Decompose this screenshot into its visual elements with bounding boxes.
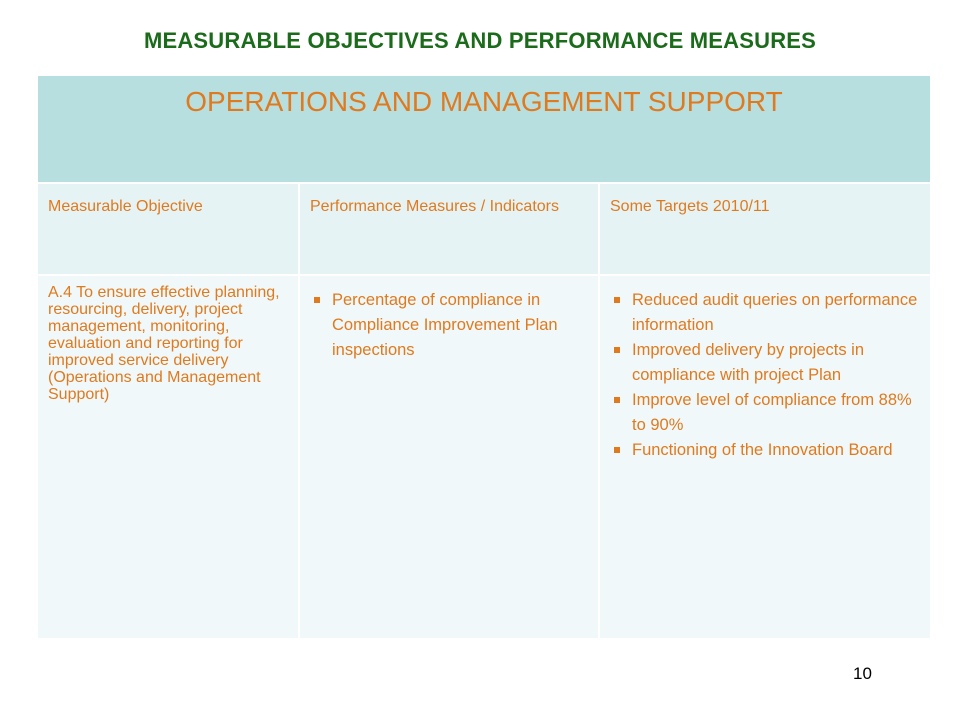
header-targets: Some Targets 2010/11	[610, 198, 770, 215]
square-bullet-icon	[614, 397, 620, 403]
banner-title: OPERATIONS AND MANAGEMENT SUPPORT	[185, 86, 783, 117]
objectives-table: OPERATIONS AND MANAGEMENT SUPPORT Measur…	[38, 76, 930, 638]
header-performance-measures: Performance Measures / Indicators	[300, 184, 600, 274]
target-text: Functioning of the Innovation Board	[632, 441, 893, 459]
table-row: A.4 To ensure effective planning, resour…	[38, 274, 930, 638]
targets-list: Reduced audit queries on performance inf…	[610, 288, 920, 463]
list-item: Percentage of compliance in Compliance I…	[310, 288, 588, 363]
list-item: Reduced audit queries on performance inf…	[610, 288, 920, 338]
square-bullet-icon	[614, 297, 620, 303]
square-bullet-icon	[314, 297, 320, 303]
target-text: Improved delivery by projects in complia…	[632, 341, 865, 384]
square-bullet-icon	[614, 347, 620, 353]
slide-title: MEASURABLE OBJECTIVES AND PERFORMANCE ME…	[143, 28, 817, 53]
measures-list: Percentage of compliance in Compliance I…	[310, 288, 588, 363]
list-item: Functioning of the Innovation Board	[610, 438, 920, 463]
table-header-row: Measurable Objective Performance Measure…	[38, 184, 930, 274]
target-text: Reduced audit queries on performance inf…	[632, 291, 918, 334]
objective-cell: A.4 To ensure effective planning, resour…	[38, 276, 300, 638]
header-measurable-objective: Measurable Objective	[38, 184, 300, 274]
targets-cell: Reduced audit queries on performance inf…	[600, 276, 930, 638]
square-bullet-icon	[614, 447, 620, 453]
page-number: 10	[853, 664, 872, 683]
list-item: Improved delivery by projects in complia…	[610, 338, 920, 388]
list-item: Improve level of compliance from 88% to …	[610, 388, 920, 438]
table-banner: OPERATIONS AND MANAGEMENT SUPPORT	[38, 76, 930, 184]
target-text: Improve level of compliance from 88% to …	[632, 391, 912, 434]
measures-cell: Percentage of compliance in Compliance I…	[300, 276, 600, 638]
measure-text: Percentage of compliance in Compliance I…	[332, 291, 558, 359]
